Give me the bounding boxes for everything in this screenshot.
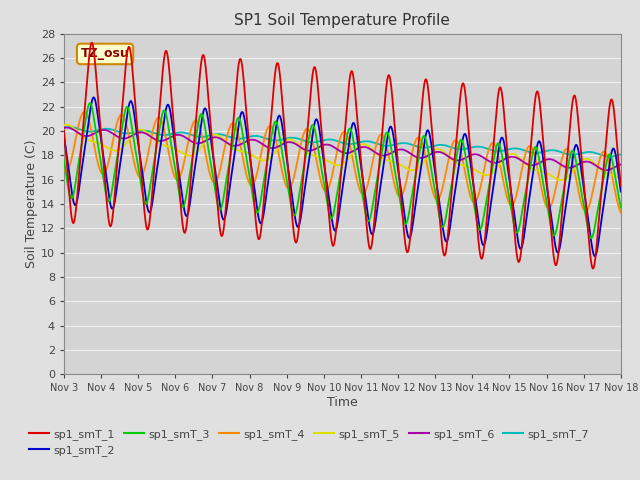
Legend: sp1_smT_1, sp1_smT_2, sp1_smT_3, sp1_smT_4, sp1_smT_5, sp1_smT_6, sp1_smT_7: sp1_smT_1, sp1_smT_2, sp1_smT_3, sp1_smT… [25,424,594,460]
sp1_smT_3 [316,159,324,165]
sp1_smT_1 [617,183,625,189]
sp1_smT_5 [60,122,68,128]
Line: sp1_smT_3: sp1_smT_3 [64,103,621,238]
sp1_smT_1 [60,128,68,134]
sp1_smT_6 [601,167,609,173]
sp1_smT_1 [89,41,97,47]
sp1_smT_2 [591,253,599,259]
sp1_smT_6 [63,125,70,131]
sp1_smT_5 [557,177,564,183]
sp1_smT_7 [331,137,339,143]
Y-axis label: Soil Temperature (C): Soil Temperature (C) [25,140,38,268]
sp1_smT_6 [60,125,68,131]
sp1_smT_1 [602,150,609,156]
sp1_smT_3 [617,204,625,210]
sp1_smT_3 [602,167,609,173]
sp1_smT_7 [316,138,324,144]
X-axis label: Time: Time [327,396,358,409]
sp1_smT_5 [499,157,506,163]
sp1_smT_4 [89,135,97,141]
sp1_smT_2 [88,96,96,102]
sp1_smT_3 [499,157,506,163]
sp1_smT_1 [331,236,339,242]
sp1_smT_1 [601,153,609,159]
sp1_smT_3 [331,203,339,209]
sp1_smT_7 [601,153,609,159]
sp1_smT_2 [331,228,339,234]
sp1_smT_4 [617,209,625,215]
sp1_smT_5 [617,175,625,181]
sp1_smT_7 [60,125,68,131]
Title: SP1 Soil Temperature Profile: SP1 Soil Temperature Profile [234,13,451,28]
sp1_smT_5 [331,162,339,168]
sp1_smT_4 [316,176,324,181]
Line: sp1_smT_1: sp1_smT_1 [64,43,621,268]
sp1_smT_4 [601,149,609,155]
Line: sp1_smT_6: sp1_smT_6 [64,128,621,170]
sp1_smT_7 [605,154,613,159]
sp1_smT_7 [499,148,506,154]
sp1_smT_4 [331,158,339,164]
sp1_smT_5 [316,155,324,160]
sp1_smT_4 [601,149,609,155]
sp1_smT_4 [81,109,88,115]
sp1_smT_2 [602,192,609,198]
sp1_smT_2 [90,95,97,100]
sp1_smT_7 [89,129,97,134]
sp1_smT_7 [601,153,609,159]
Text: TZ_osu: TZ_osu [81,48,129,60]
sp1_smT_6 [602,168,610,173]
sp1_smT_3 [86,100,93,106]
Line: sp1_smT_2: sp1_smT_2 [64,97,621,256]
sp1_smT_6 [316,144,324,149]
sp1_smT_4 [499,175,506,180]
sp1_smT_2 [617,189,625,194]
sp1_smT_1 [316,113,324,119]
sp1_smT_2 [499,135,506,141]
sp1_smT_5 [602,170,609,176]
sp1_smT_7 [65,124,73,130]
Line: sp1_smT_7: sp1_smT_7 [64,127,621,156]
sp1_smT_5 [601,170,609,176]
sp1_smT_6 [617,162,625,168]
sp1_smT_3 [601,168,609,174]
sp1_smT_5 [63,122,70,128]
sp1_smT_1 [589,265,596,271]
sp1_smT_4 [60,167,68,172]
sp1_smT_3 [588,235,595,241]
sp1_smT_6 [499,157,506,163]
sp1_smT_2 [601,194,609,200]
Line: sp1_smT_4: sp1_smT_4 [64,112,621,212]
sp1_smT_2 [316,133,324,139]
sp1_smT_1 [88,40,96,46]
sp1_smT_3 [60,157,68,163]
sp1_smT_3 [89,108,97,114]
sp1_smT_6 [601,167,609,173]
sp1_smT_5 [89,139,97,144]
sp1_smT_6 [89,132,97,137]
sp1_smT_6 [331,145,339,151]
sp1_smT_7 [617,152,625,157]
sp1_smT_1 [499,96,506,102]
sp1_smT_2 [60,134,68,140]
Line: sp1_smT_5: sp1_smT_5 [64,125,621,180]
